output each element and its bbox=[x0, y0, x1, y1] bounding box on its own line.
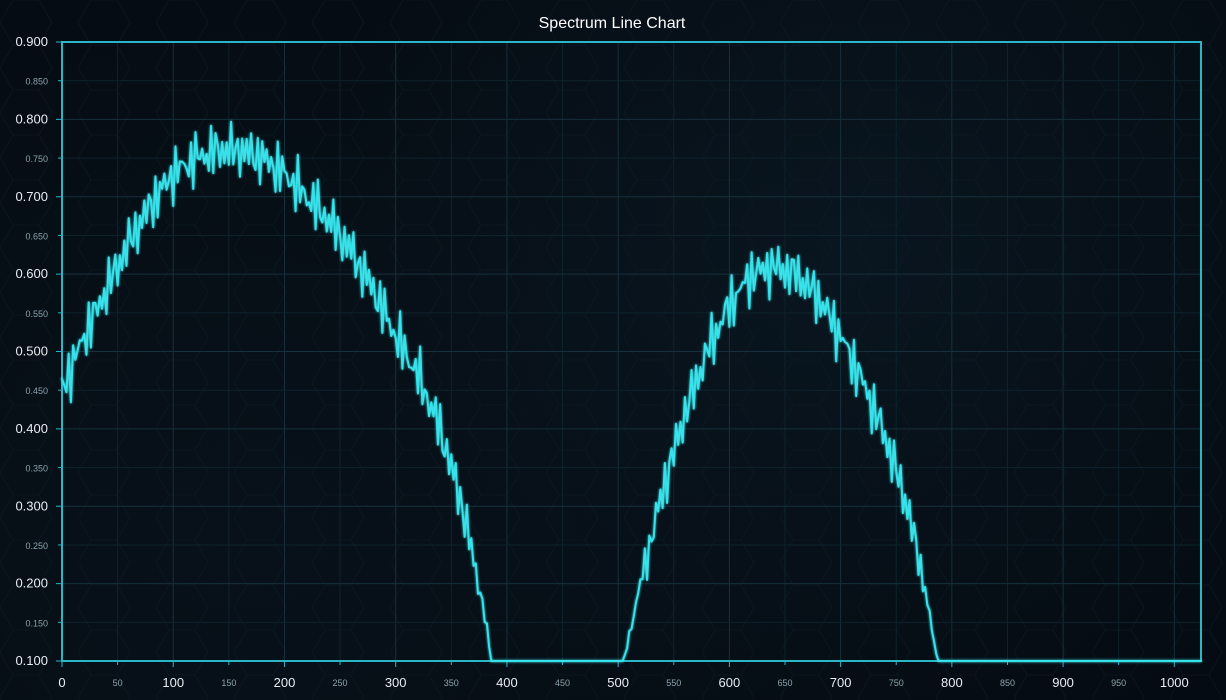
y-minor-tick-label: 0.350 bbox=[25, 464, 48, 474]
x-major-tick-label: 0 bbox=[58, 675, 65, 690]
x-minor-tick-label: 350 bbox=[444, 678, 459, 688]
x-major-tick-label: 600 bbox=[719, 675, 741, 690]
axis-layer: 0 100 200 300 400 500 600 700 800 900 1000 50 150 250… bbox=[15, 34, 1188, 690]
x-minor-tick-label: 450 bbox=[555, 678, 570, 688]
x-major-tick-label: 100 bbox=[162, 675, 184, 690]
x-major-tick-label: 300 bbox=[385, 675, 407, 690]
y-major-tick-label: 0.300 bbox=[15, 498, 48, 513]
x-minor-tick-label: 750 bbox=[889, 678, 904, 688]
y-minor-tick-label: 0.650 bbox=[25, 231, 48, 241]
y-major-tick-label: 0.400 bbox=[15, 421, 48, 436]
y-minor-tick-label: 0.250 bbox=[25, 541, 48, 551]
y-major-tick-label: 0.600 bbox=[15, 266, 48, 281]
spectrum-series-line bbox=[61, 120, 1202, 662]
y-major-tick-label: 0.900 bbox=[15, 34, 48, 49]
x-minor-tick-label: 250 bbox=[333, 678, 348, 688]
x-minor-tick-label: 550 bbox=[666, 678, 681, 688]
x-minor-tick-label: 150 bbox=[221, 678, 236, 688]
y-major-tick-label: 0.700 bbox=[15, 189, 48, 204]
x-major-tick-label: 500 bbox=[607, 675, 629, 690]
x-minor-tick-label: 650 bbox=[777, 678, 792, 688]
x-major-tick-label: 400 bbox=[496, 675, 518, 690]
x-major-tick-label: 800 bbox=[941, 675, 963, 690]
y-major-tick-label: 0.200 bbox=[15, 576, 48, 591]
x-major-tick-label: 1000 bbox=[1160, 675, 1189, 690]
y-major-tick-label: 0.100 bbox=[15, 653, 48, 668]
y-minor-tick-label: 0.850 bbox=[25, 77, 48, 87]
x-minor-tick-label: 850 bbox=[1000, 678, 1015, 688]
y-major-tick-label: 0.800 bbox=[15, 111, 48, 126]
x-major-tick-label: 700 bbox=[830, 675, 852, 690]
grid-layer bbox=[61, 41, 1201, 662]
x-major-tick-label: 900 bbox=[1052, 675, 1074, 690]
x-major-tick-label: 200 bbox=[274, 675, 296, 690]
y-minor-tick-label: 0.150 bbox=[25, 618, 48, 628]
x-minor-tick-label: 50 bbox=[113, 678, 123, 688]
y-major-tick-label: 0.500 bbox=[15, 344, 48, 359]
chart-title: Spectrum Line Chart bbox=[539, 15, 686, 32]
y-minor-tick-label: 0.750 bbox=[25, 154, 48, 164]
y-minor-tick-label: 0.450 bbox=[25, 386, 48, 396]
y-minor-tick-label: 0.550 bbox=[25, 309, 48, 319]
x-minor-tick-label: 950 bbox=[1111, 678, 1126, 688]
